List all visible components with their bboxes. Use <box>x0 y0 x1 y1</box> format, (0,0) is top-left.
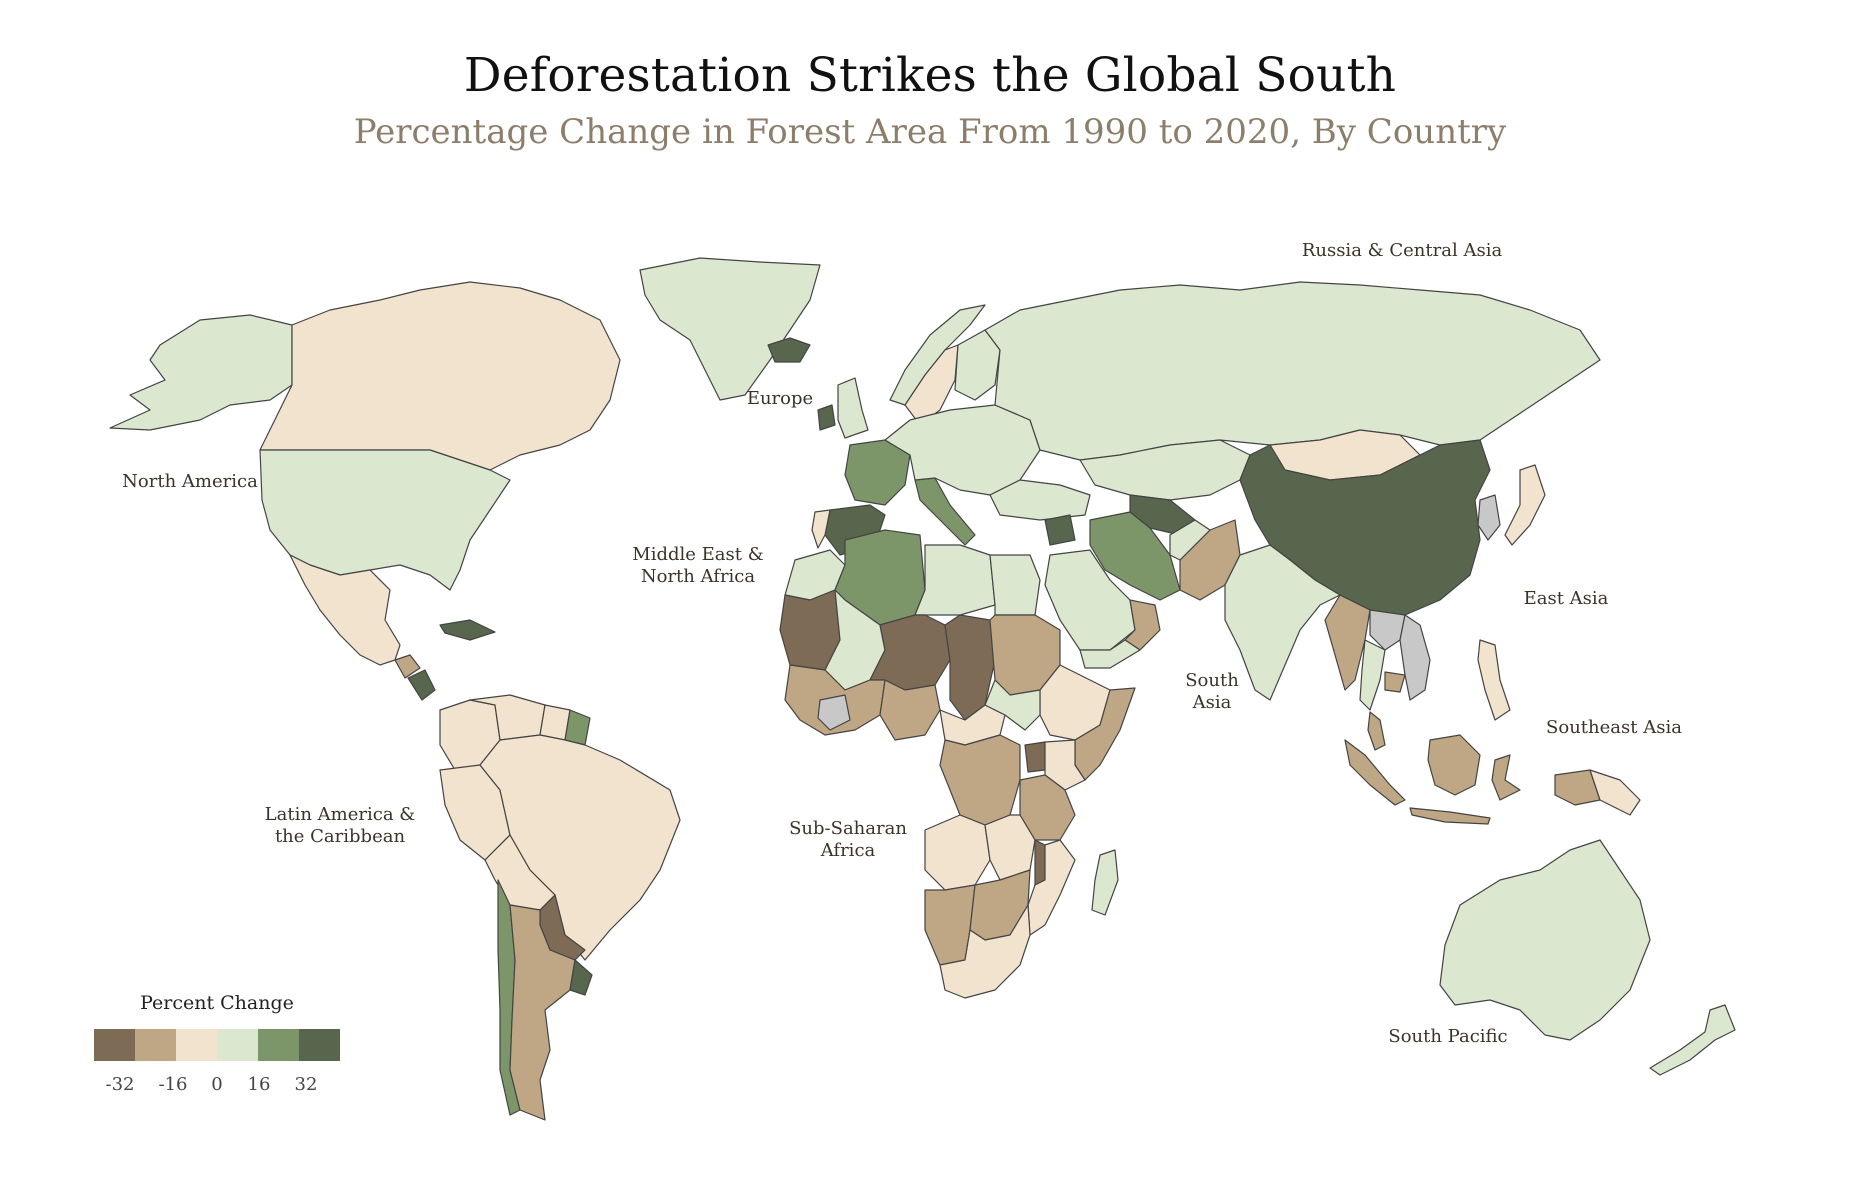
legend-swatch-2 <box>176 1029 217 1061</box>
legend-tick-0: -32 <box>106 1074 135 1095</box>
country-cambodia[interactable] <box>1384 671 1406 693</box>
country-south-sudan[interactable] <box>984 679 1041 731</box>
legend-swatch-3 <box>217 1029 258 1061</box>
country-angola[interactable] <box>924 814 991 891</box>
region-label-east-asia: East Asia <box>1524 588 1609 609</box>
country-guinea[interactable] <box>817 694 851 731</box>
legend-swatch-4 <box>258 1029 299 1061</box>
country-afghanistan[interactable] <box>1169 519 1211 561</box>
region-label-southeast-asia: Southeast Asia <box>1546 717 1682 738</box>
country-mexico[interactable] <box>289 554 401 666</box>
country-argentina[interactable] <box>509 904 576 1121</box>
country-yemen[interactable] <box>1079 639 1141 669</box>
country-java[interactable] <box>1409 807 1491 825</box>
country-cuba[interactable] <box>439 619 496 641</box>
country-sumatra[interactable] <box>1344 739 1406 806</box>
country-ireland[interactable] <box>817 404 836 431</box>
country-egypt[interactable] <box>989 554 1041 616</box>
legend-tick-4: 32 <box>295 1074 318 1095</box>
region-label-russia: Russia & Central Asia <box>1302 240 1503 261</box>
country-russia[interactable] <box>984 281 1601 461</box>
legend-tick-3: 16 <box>248 1074 271 1095</box>
country-brazil[interactable] <box>479 734 681 961</box>
country-iran[interactable] <box>1089 511 1181 601</box>
country-vietnam[interactable] <box>1399 614 1431 701</box>
country-malawi[interactable] <box>1034 839 1046 886</box>
country-korea[interactable] <box>1477 494 1501 541</box>
country-japan[interactable] <box>1504 464 1546 546</box>
country-zambia[interactable] <box>984 814 1036 881</box>
country-australia[interactable] <box>1439 839 1651 1041</box>
country-libya[interactable] <box>914 544 996 616</box>
country-canada[interactable] <box>259 281 621 471</box>
region-label-middle-east: Middle East & North Africa <box>632 544 763 587</box>
region-label-europe: Europe <box>747 388 813 409</box>
country-papua-new-guinea[interactable] <box>1589 769 1641 816</box>
country-borneo[interactable] <box>1427 734 1481 796</box>
country-syria[interactable] <box>1044 514 1076 546</box>
country-alaska[interactable] <box>109 314 293 431</box>
country-turkey[interactable] <box>989 479 1091 521</box>
legend-tick-1: -16 <box>159 1074 188 1095</box>
region-label-north-america: North America <box>122 471 258 492</box>
country-sulawesi[interactable] <box>1491 754 1521 801</box>
country-united-kingdom[interactable] <box>837 377 869 439</box>
country-saudi-arabia[interactable] <box>1044 549 1136 651</box>
region-label-south-asia: South Asia <box>1185 670 1239 713</box>
country-mozambique[interactable] <box>1027 839 1076 936</box>
legend: Percent Change -32 -16 0 16 32 <box>94 992 340 1095</box>
region-label-south-pacific: South Pacific <box>1388 1026 1507 1047</box>
country-nigeria[interactable] <box>879 679 941 741</box>
legend-tick-2: 0 <box>211 1074 222 1095</box>
country-uganda[interactable] <box>1024 741 1046 773</box>
country-myanmar[interactable] <box>1324 594 1371 691</box>
country-malaysia[interactable] <box>1367 711 1386 751</box>
country-laos[interactable] <box>1369 609 1406 651</box>
country-india[interactable] <box>1224 544 1341 701</box>
region-label-latin-america: Latin America & the Caribbean <box>265 804 416 847</box>
country-new-guinea-west[interactable] <box>1554 769 1601 806</box>
legend-swatch-0 <box>94 1029 135 1061</box>
country-new-zealand[interactable] <box>1649 1004 1736 1076</box>
country-uruguay[interactable] <box>569 959 593 996</box>
legend-swatch-5 <box>299 1029 340 1061</box>
map-subtitle: Percentage Change in Forest Area From 19… <box>353 112 1507 152</box>
region-labels: North America Latin America & the Caribbe… <box>122 240 1682 1047</box>
country-nicaragua[interactable] <box>407 669 436 701</box>
country-iceland[interactable] <box>767 337 811 363</box>
country-guatemala[interactable] <box>394 654 421 679</box>
country-madagascar[interactable] <box>1091 849 1119 916</box>
country-united-states[interactable] <box>259 449 511 591</box>
region-label-sub-saharan: Sub-Saharan Africa <box>789 818 907 861</box>
country-philippines[interactable] <box>1477 639 1511 721</box>
country-dr-congo[interactable] <box>939 734 1021 826</box>
country-italy[interactable] <box>914 477 976 546</box>
country-french-guiana[interactable] <box>564 709 591 746</box>
country-portugal[interactable] <box>811 509 831 549</box>
legend-swatch-1 <box>135 1029 176 1061</box>
country-south-africa[interactable] <box>939 904 1031 999</box>
country-greenland[interactable] <box>639 257 821 401</box>
country-thailand[interactable] <box>1359 639 1386 711</box>
map-title: Deforestation Strikes the Global South <box>463 48 1397 103</box>
legend-title: Percent Change <box>140 992 294 1014</box>
